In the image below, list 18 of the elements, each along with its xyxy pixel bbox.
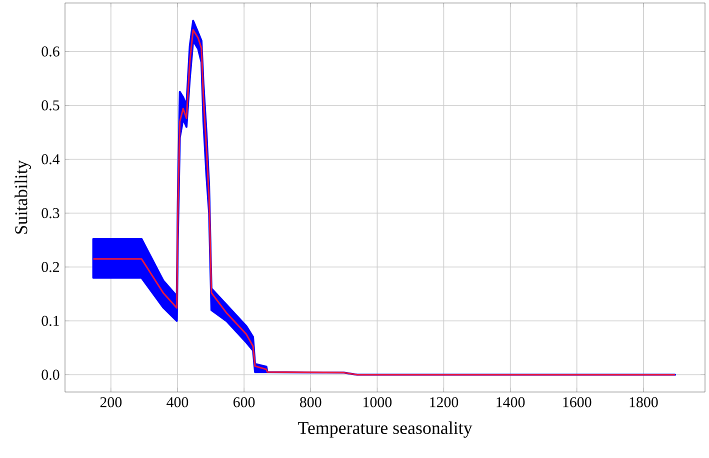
y-tick-label: 0.4 (42, 154, 60, 164)
x-tick-label: 600 (233, 397, 255, 408)
y-tick-label: 0.0 (42, 370, 60, 380)
x-tick-label: 1200 (430, 397, 458, 408)
x-axis-title: Temperature seasonality (298, 421, 472, 438)
y-tick-label: 0.3 (42, 208, 60, 218)
y-tick-label: 0.2 (42, 262, 59, 272)
x-tick-label: 800 (300, 397, 322, 408)
x-tick-label: 1000 (364, 397, 392, 408)
x-tick-label: 1600 (563, 397, 592, 408)
y-tick-label: 0.5 (42, 100, 60, 110)
x-tick-label: 200 (100, 397, 122, 408)
y-axis-title: Suitability (14, 160, 31, 234)
x-tick-label: 1400 (496, 397, 525, 408)
y-tick-label: 0.6 (42, 46, 60, 57)
x-tick-label: 1800 (630, 397, 658, 408)
x-tick-label: 400 (166, 397, 188, 408)
y-tick-label: 0.1 (42, 316, 59, 326)
